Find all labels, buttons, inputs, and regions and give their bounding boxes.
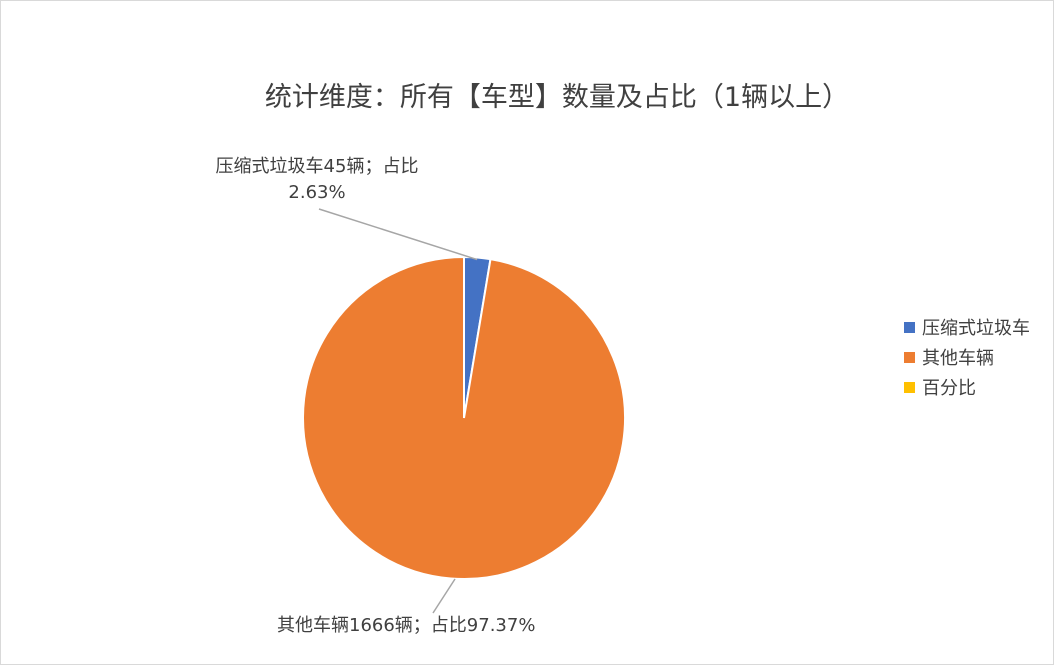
legend-item-compression-truck: 压缩式垃圾车 bbox=[904, 312, 1030, 342]
leader-line-compression-truck bbox=[318, 208, 478, 261]
legend-label: 其他车辆 bbox=[922, 348, 994, 369]
data-label-line1: 其他车辆1666辆；占比97.37% bbox=[277, 615, 536, 636]
legend-item-percentage: 百分比 bbox=[904, 372, 1030, 402]
pie-slice-other-vehicles bbox=[302, 255, 626, 580]
pie-slices bbox=[302, 255, 626, 580]
legend-label: 压缩式垃圾车 bbox=[922, 318, 1030, 339]
data-label-compression-truck: 压缩式垃圾车45辆；占比 2.63% bbox=[197, 154, 437, 206]
leader-line-other-vehicles bbox=[432, 578, 456, 614]
legend-swatch bbox=[904, 381, 915, 393]
data-label-line1: 压缩式垃圾车45辆；占比 bbox=[215, 156, 419, 177]
data-label-line2: 2.63% bbox=[288, 182, 346, 203]
legend-swatch bbox=[904, 321, 915, 333]
legend-swatch bbox=[904, 351, 915, 363]
legend-item-other-vehicles: 其他车辆 bbox=[904, 342, 1030, 372]
data-label-other-vehicles: 其他车辆1666辆；占比97.37% bbox=[277, 613, 535, 639]
chart-title: 统计维度：所有【车型】数量及占比（1辆以上） bbox=[264, 82, 850, 113]
legend: 压缩式垃圾车 其他车辆 百分比 bbox=[904, 312, 1030, 402]
legend-label: 百分比 bbox=[922, 378, 976, 399]
